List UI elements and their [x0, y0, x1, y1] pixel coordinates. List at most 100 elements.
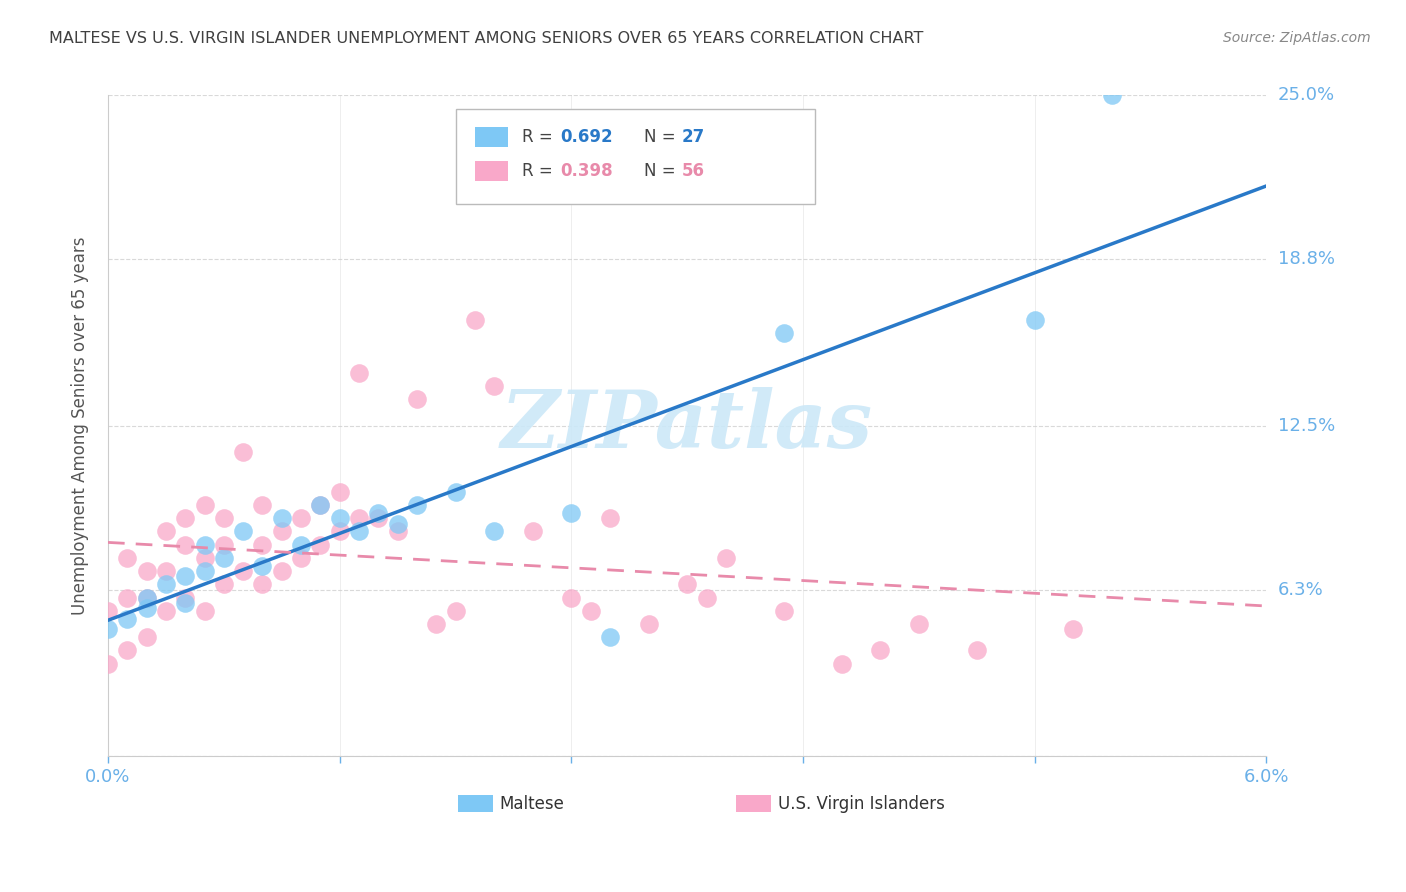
Text: 56: 56: [682, 162, 704, 180]
Point: [966, 643, 988, 657]
Text: U.S. Virgin Islanders: U.S. Virgin Islanders: [778, 795, 945, 813]
Point: [212, 538, 235, 552]
Point: [347, 511, 370, 525]
Point: [193, 604, 215, 618]
Point: [252, 538, 274, 552]
FancyBboxPatch shape: [456, 109, 814, 204]
Text: 0.692: 0.692: [560, 128, 613, 146]
Point: [1062, 622, 1084, 636]
Point: [309, 538, 332, 552]
Point: [212, 511, 235, 525]
Point: [309, 498, 332, 512]
Point: [522, 524, 544, 539]
Y-axis label: Unemployment Among Seniors over 65 years: Unemployment Among Seniors over 65 years: [72, 236, 89, 615]
Bar: [458, 795, 492, 813]
Point: [347, 524, 370, 539]
Point: [174, 596, 197, 610]
Point: [869, 643, 891, 657]
Point: [155, 564, 177, 578]
Bar: [475, 161, 508, 181]
Point: [232, 564, 254, 578]
Point: [270, 524, 292, 539]
Point: [252, 558, 274, 573]
Point: [329, 524, 352, 539]
Point: [193, 538, 215, 552]
Point: [560, 591, 582, 605]
Point: [252, 498, 274, 512]
Point: [97, 657, 120, 671]
Point: [174, 591, 197, 605]
Text: ZIPatlas: ZIPatlas: [501, 387, 873, 465]
Text: Source: ZipAtlas.com: Source: ZipAtlas.com: [1223, 31, 1371, 45]
Point: [97, 604, 120, 618]
Point: [212, 577, 235, 591]
Point: [193, 550, 215, 565]
Point: [290, 511, 312, 525]
Point: [135, 591, 157, 605]
Point: [232, 445, 254, 459]
Bar: [735, 795, 770, 813]
Point: [695, 591, 717, 605]
Text: 18.8%: 18.8%: [1278, 251, 1334, 268]
Point: [367, 506, 389, 520]
Point: [290, 538, 312, 552]
Point: [309, 498, 332, 512]
Point: [174, 569, 197, 583]
Point: [482, 524, 505, 539]
Text: 25.0%: 25.0%: [1278, 87, 1334, 104]
Point: [579, 604, 602, 618]
Point: [599, 511, 621, 525]
Point: [831, 657, 853, 671]
Point: [444, 604, 467, 618]
Point: [117, 591, 139, 605]
Point: [367, 511, 389, 525]
Text: 12.5%: 12.5%: [1278, 417, 1334, 434]
Point: [117, 643, 139, 657]
Point: [117, 612, 139, 626]
Point: [155, 604, 177, 618]
Text: Maltese: Maltese: [499, 795, 564, 813]
Point: [270, 511, 292, 525]
Point: [329, 484, 352, 499]
Text: MALTESE VS U.S. VIRGIN ISLANDER UNEMPLOYMENT AMONG SENIORS OVER 65 YEARS CORRELA: MALTESE VS U.S. VIRGIN ISLANDER UNEMPLOY…: [49, 31, 924, 46]
Point: [347, 366, 370, 380]
Bar: [475, 127, 508, 147]
Text: R =: R =: [522, 128, 558, 146]
Point: [174, 511, 197, 525]
Point: [425, 617, 447, 632]
Point: [714, 550, 737, 565]
Point: [637, 617, 659, 632]
Text: N =: N =: [644, 162, 682, 180]
Point: [329, 511, 352, 525]
Text: 0.398: 0.398: [560, 162, 613, 180]
Point: [908, 617, 931, 632]
Text: 27: 27: [682, 128, 704, 146]
Point: [560, 506, 582, 520]
Text: 6.3%: 6.3%: [1278, 581, 1323, 599]
Point: [135, 601, 157, 615]
Point: [772, 604, 794, 618]
Point: [1024, 313, 1046, 327]
Point: [1101, 88, 1123, 103]
Point: [155, 577, 177, 591]
Point: [270, 564, 292, 578]
Point: [387, 516, 409, 531]
Point: [444, 484, 467, 499]
Point: [252, 577, 274, 591]
Point: [464, 313, 486, 327]
Point: [117, 550, 139, 565]
Point: [599, 630, 621, 644]
Point: [193, 498, 215, 512]
Point: [135, 591, 157, 605]
Point: [772, 326, 794, 341]
Point: [482, 379, 505, 393]
Text: N =: N =: [644, 128, 682, 146]
Point: [193, 564, 215, 578]
Point: [406, 498, 429, 512]
Point: [97, 622, 120, 636]
Text: R =: R =: [522, 162, 558, 180]
Point: [406, 392, 429, 407]
Point: [174, 538, 197, 552]
Point: [387, 524, 409, 539]
Point: [676, 577, 699, 591]
